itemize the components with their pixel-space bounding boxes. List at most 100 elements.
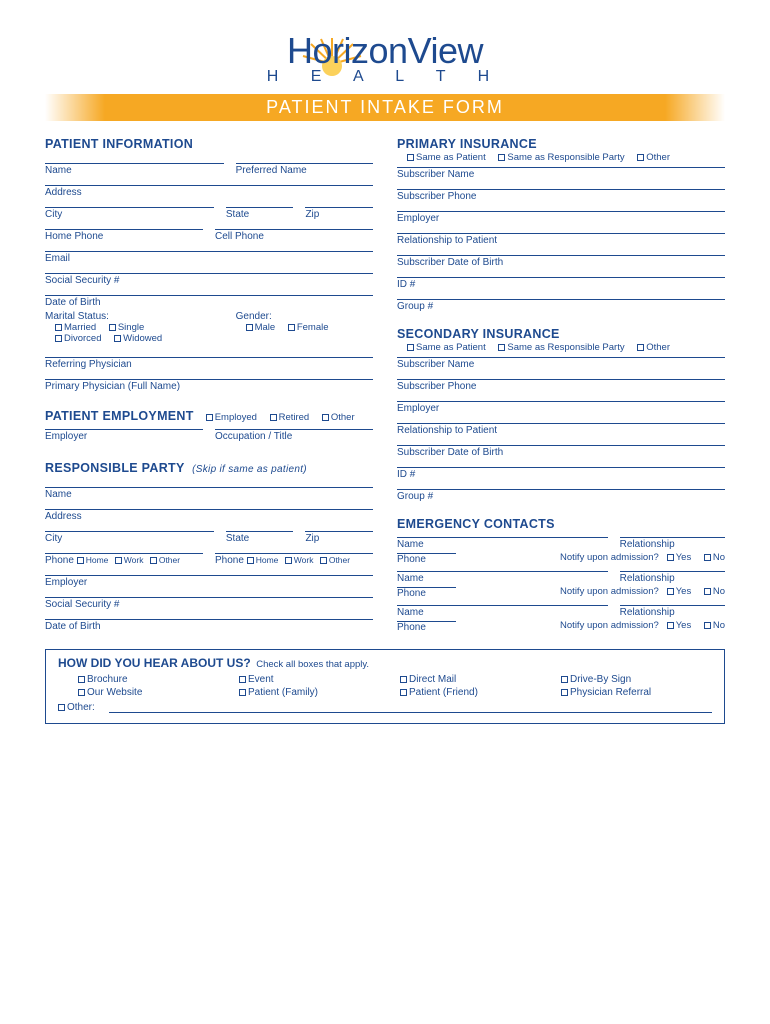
resp-state-field[interactable]: State (226, 531, 294, 544)
pi-same-resp-checkbox[interactable]: Same as Responsible Party (498, 152, 624, 163)
logo-subtitle: H E A L T H (267, 68, 503, 86)
marital-married-checkbox[interactable]: Married (55, 322, 96, 333)
hear-other-field[interactable] (109, 703, 712, 713)
phone2-work-checkbox[interactable]: Work (285, 555, 314, 565)
resp-employer-field[interactable]: Employer (45, 575, 373, 588)
hear-about-us-box: HOW DID YOU HEAR ABOUT US? Check all box… (45, 649, 725, 724)
name-field[interactable]: Name (45, 163, 224, 176)
emergency-heading: EMERGENCY CONTACTS (397, 517, 725, 531)
state-field[interactable]: State (226, 207, 294, 220)
ec2-no-checkbox[interactable]: No (704, 586, 725, 597)
hear-directmail-checkbox[interactable]: Direct Mail (400, 674, 541, 685)
hear-patient-family-checkbox[interactable]: Patient (Family) (239, 687, 380, 698)
emp-other-checkbox[interactable]: Other (322, 412, 355, 423)
hear-heading: HOW DID YOU HEAR ABOUT US? (58, 656, 251, 670)
pi-dob-field[interactable]: Subscriber Date of Birth (397, 255, 725, 268)
resp-address-field[interactable]: Address (45, 509, 373, 522)
pi-id-field[interactable]: ID # (397, 277, 725, 290)
phone2-home-checkbox[interactable]: Home (247, 555, 279, 565)
address-field[interactable]: Address (45, 185, 373, 198)
hear-other-checkbox[interactable]: Other: (58, 702, 95, 713)
gender-female-checkbox[interactable]: Female (288, 322, 329, 333)
marital-single-checkbox[interactable]: Single (109, 322, 144, 333)
primary-physician-field[interactable]: Primary Physician (Full Name) (45, 379, 373, 392)
pi-same-patient-checkbox[interactable]: Same as Patient (407, 152, 486, 163)
employed-checkbox[interactable]: Employed (206, 412, 257, 423)
email-field[interactable]: Email (45, 251, 373, 264)
ec1-relationship-field[interactable]: Relationship (620, 537, 725, 550)
hear-website-checkbox[interactable]: Our Website (78, 687, 219, 698)
ec3-name-field[interactable]: Name (397, 605, 608, 618)
hear-patient-friend-checkbox[interactable]: Patient (Friend) (400, 687, 541, 698)
marital-status-label: Marital Status: (45, 311, 224, 322)
resp-city-field[interactable]: City (45, 531, 214, 544)
preferred-name-field[interactable]: Preferred Name (236, 163, 373, 176)
hear-note: Check all boxes that apply. (254, 659, 369, 670)
si-subscriber-phone-field[interactable]: Subscriber Phone (397, 379, 725, 392)
patient-info-heading: PATIENT INFORMATION (45, 137, 373, 151)
cell-phone-field[interactable]: Cell Phone (215, 229, 373, 242)
hear-event-checkbox[interactable]: Event (239, 674, 380, 685)
phone1-work-checkbox[interactable]: Work (115, 555, 144, 565)
gender-male-checkbox[interactable]: Male (246, 322, 276, 333)
marital-widowed-checkbox[interactable]: Widowed (114, 333, 162, 344)
si-employer-field[interactable]: Employer (397, 401, 725, 414)
dob-field[interactable]: Date of Birth (45, 295, 373, 308)
ec3-phone-line[interactable]: Phone (397, 620, 529, 633)
logo: HorizonView H E A L T H (45, 30, 725, 86)
ec2-notify-label: Notify upon admission? (560, 586, 659, 597)
pi-relationship-field[interactable]: Relationship to Patient (397, 233, 725, 246)
hear-physician-referral-checkbox[interactable]: Physician Referral (561, 687, 702, 698)
pi-subscriber-name-field[interactable]: Subscriber Name (397, 167, 725, 180)
zip-field[interactable]: Zip (305, 207, 373, 220)
si-id-field[interactable]: ID # (397, 467, 725, 480)
ec1-phone-line[interactable]: Phone (397, 552, 529, 565)
pi-employer-field[interactable]: Employer (397, 211, 725, 224)
pi-subscriber-phone-field[interactable]: Subscriber Phone (397, 189, 725, 202)
referring-physician-field[interactable]: Referring Physician (45, 357, 373, 370)
form-title: PATIENT INTAKE FORM (45, 94, 725, 121)
ssn-field[interactable]: Social Security # (45, 273, 373, 286)
resp-phone2-field[interactable]: Phone Home Work Other (215, 553, 373, 566)
si-same-resp-checkbox[interactable]: Same as Responsible Party (498, 342, 624, 353)
ec2-phone-line[interactable]: Phone (397, 586, 529, 599)
occupation-field[interactable]: Occupation / Title (215, 429, 373, 442)
employer-field[interactable]: Employer (45, 429, 203, 442)
pi-group-field[interactable]: Group # (397, 299, 725, 312)
ec1-notify-label: Notify upon admission? (560, 552, 659, 563)
left-column: PATIENT INFORMATION Name Preferred Name … (45, 135, 373, 639)
si-relationship-field[interactable]: Relationship to Patient (397, 423, 725, 436)
hear-driveby-checkbox[interactable]: Drive-By Sign (561, 674, 702, 685)
retired-checkbox[interactable]: Retired (270, 412, 310, 423)
phone1-home-checkbox[interactable]: Home (77, 555, 109, 565)
ec3-no-checkbox[interactable]: No (704, 620, 725, 631)
ec1-no-checkbox[interactable]: No (704, 552, 725, 563)
responsible-heading: RESPONSIBLE PARTY (Skip if same as patie… (45, 461, 373, 475)
phone1-other-checkbox[interactable]: Other (150, 555, 180, 565)
si-group-field[interactable]: Group # (397, 489, 725, 502)
si-same-patient-checkbox[interactable]: Same as Patient (407, 342, 486, 353)
si-dob-field[interactable]: Subscriber Date of Birth (397, 445, 725, 458)
phone2-other-checkbox[interactable]: Other (320, 555, 350, 565)
city-field[interactable]: City (45, 207, 214, 220)
ec2-relationship-field[interactable]: Relationship (620, 571, 725, 584)
ec3-relationship-field[interactable]: Relationship (620, 605, 725, 618)
ec3-yes-checkbox[interactable]: Yes (667, 620, 692, 631)
resp-dob-field[interactable]: Date of Birth (45, 619, 373, 632)
resp-name-field[interactable]: Name (45, 487, 373, 500)
pi-other-checkbox[interactable]: Other (637, 152, 670, 163)
home-phone-field[interactable]: Home Phone (45, 229, 203, 242)
hear-brochure-checkbox[interactable]: Brochure (78, 674, 219, 685)
marital-divorced-checkbox[interactable]: Divorced (55, 333, 102, 344)
si-other-checkbox[interactable]: Other (637, 342, 670, 353)
resp-ssn-field[interactable]: Social Security # (45, 597, 373, 610)
resp-zip-field[interactable]: Zip (305, 531, 373, 544)
si-subscriber-name-field[interactable]: Subscriber Name (397, 357, 725, 370)
right-column: PRIMARY INSURANCE Same as Patient Same a… (397, 135, 725, 639)
ec2-yes-checkbox[interactable]: Yes (667, 586, 692, 597)
ec2-name-field[interactable]: Name (397, 571, 608, 584)
resp-phone1-field[interactable]: Phone Home Work Other (45, 553, 203, 566)
ec1-name-field[interactable]: Name (397, 537, 608, 550)
ec1-yes-checkbox[interactable]: Yes (667, 552, 692, 563)
ec3-notify-label: Notify upon admission? (560, 620, 659, 631)
